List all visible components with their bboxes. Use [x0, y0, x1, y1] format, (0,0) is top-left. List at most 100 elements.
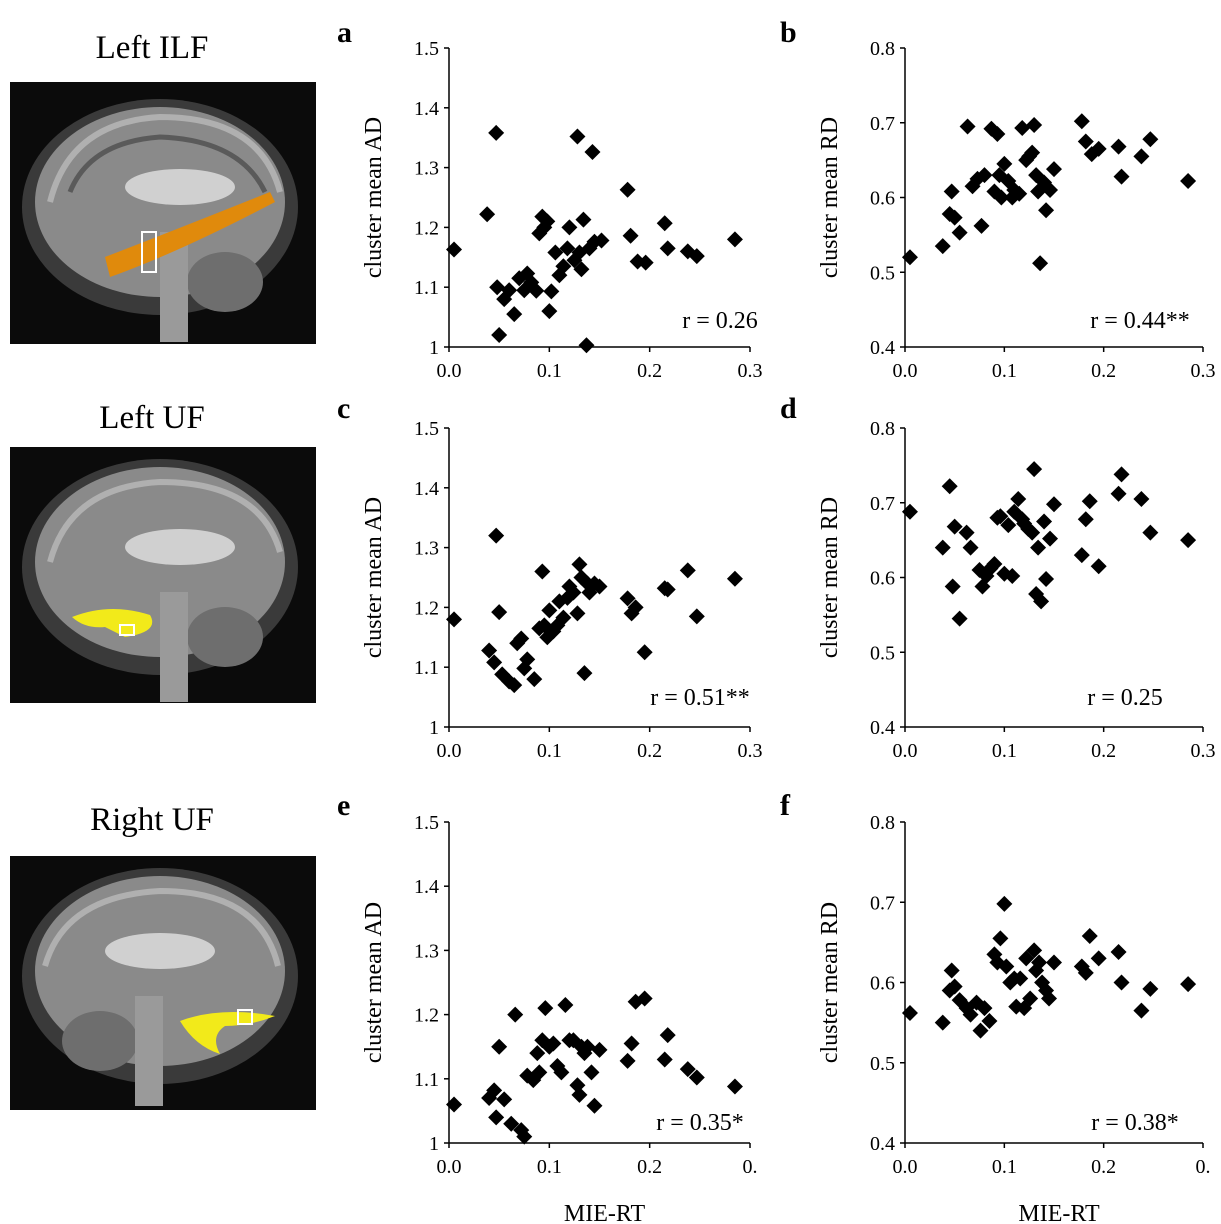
data-point	[901, 249, 918, 266]
brain-mri-left-uf	[10, 447, 316, 703]
data-point	[1024, 524, 1041, 541]
data-point	[901, 1004, 918, 1021]
data-point	[1026, 942, 1043, 959]
panel-letter: e	[337, 789, 350, 822]
data-point	[506, 306, 523, 323]
data-point	[1033, 593, 1050, 610]
data-point	[962, 1006, 979, 1023]
data-point	[553, 1064, 570, 1081]
data-point	[958, 524, 975, 541]
data-point	[488, 527, 505, 544]
x-tick-label: 0.3	[1191, 740, 1216, 762]
y-tick-label: 1.5	[414, 418, 439, 440]
tract-highlight	[105, 192, 275, 277]
y-tick-label: 0.8	[870, 812, 895, 834]
y-tick-label: 1.3	[414, 538, 439, 560]
data-point	[623, 1035, 640, 1052]
y-tick-label: 0.4	[870, 717, 895, 739]
x-tick-label: 0.1	[992, 360, 1017, 382]
x-tick-label: 0.	[1196, 1156, 1211, 1178]
data-point	[1031, 954, 1048, 971]
data-point	[486, 1082, 503, 1099]
data-point	[622, 227, 639, 244]
data-point	[659, 581, 676, 598]
data-point	[659, 240, 676, 257]
panel-letter: a	[337, 16, 352, 49]
x-tick-label: 0.2	[1091, 1156, 1116, 1178]
y-tick-label: 0.7	[870, 113, 895, 135]
correlation-annotation: r = 0.25	[1087, 685, 1163, 711]
row-title-right-uf: Right UF	[90, 802, 214, 838]
data-point	[1032, 255, 1049, 272]
data-point	[951, 610, 968, 627]
data-point	[1038, 570, 1055, 587]
data-point	[516, 1128, 533, 1145]
data-point	[593, 232, 610, 249]
data-point	[946, 518, 963, 535]
data-point	[489, 279, 506, 296]
y-tick-label: 0.8	[870, 418, 895, 440]
data-point	[1073, 547, 1090, 564]
data-point	[688, 608, 705, 625]
correlation-annotation: r = 0.26	[682, 308, 758, 334]
data-point	[943, 962, 960, 979]
data-point	[1022, 990, 1039, 1007]
data-point	[571, 556, 588, 573]
data-point	[627, 599, 644, 616]
data-point	[726, 570, 743, 587]
y-axis-label: cluster mean AD	[361, 902, 387, 1063]
data-point	[1004, 568, 1021, 585]
data-point	[1142, 131, 1159, 148]
x-tick-label: 0.3	[738, 740, 763, 762]
y-tick-label: 0.8	[870, 38, 895, 60]
data-point	[584, 144, 601, 161]
data-point	[1113, 974, 1130, 991]
data-point	[491, 1038, 508, 1055]
data-point	[479, 206, 496, 223]
data-point	[619, 1052, 636, 1069]
data-point	[1113, 466, 1130, 483]
data-point	[506, 677, 523, 694]
correlation-annotation: r = 0.44**	[1090, 308, 1190, 334]
data-point	[537, 1000, 554, 1017]
x-tick-label: 0.1	[537, 740, 562, 762]
data-point	[901, 503, 918, 520]
data-point	[1011, 185, 1028, 202]
data-point	[989, 125, 1006, 142]
data-point	[1010, 491, 1027, 508]
y-axis-label: cluster mean RD	[817, 497, 843, 658]
data-point	[946, 209, 963, 226]
y-tick-label: 1.4	[414, 98, 439, 120]
data-point	[586, 1097, 603, 1114]
data-point	[1046, 496, 1062, 513]
data-point	[1133, 148, 1150, 165]
y-tick-label: 0.4	[870, 337, 895, 359]
data-point	[951, 224, 968, 241]
data-point	[992, 508, 1009, 525]
data-point	[491, 604, 508, 621]
data-point	[619, 590, 636, 607]
data-point	[941, 478, 958, 495]
y-axis-label: cluster mean AD	[361, 497, 387, 658]
y-tick-label: 1	[429, 1133, 439, 1155]
data-point	[446, 1096, 463, 1113]
x-tick-label: 0.2	[637, 360, 662, 382]
data-point	[619, 181, 636, 198]
y-tick-label: 1.1	[414, 1069, 439, 1091]
y-tick-label: 1.2	[414, 217, 439, 239]
data-point	[573, 261, 590, 278]
data-point	[519, 651, 536, 668]
data-point	[973, 217, 990, 234]
y-tick-label: 1	[429, 337, 439, 359]
data-point	[1046, 161, 1062, 178]
row-title-left-ilf: Left ILF	[95, 30, 209, 66]
data-point	[943, 183, 960, 200]
data-point	[446, 241, 463, 258]
data-point	[1077, 964, 1094, 981]
data-point	[656, 215, 673, 232]
data-point	[679, 1061, 696, 1078]
data-point	[996, 895, 1013, 912]
data-point	[1046, 954, 1062, 971]
y-axis-label: cluster mean RD	[817, 117, 843, 278]
